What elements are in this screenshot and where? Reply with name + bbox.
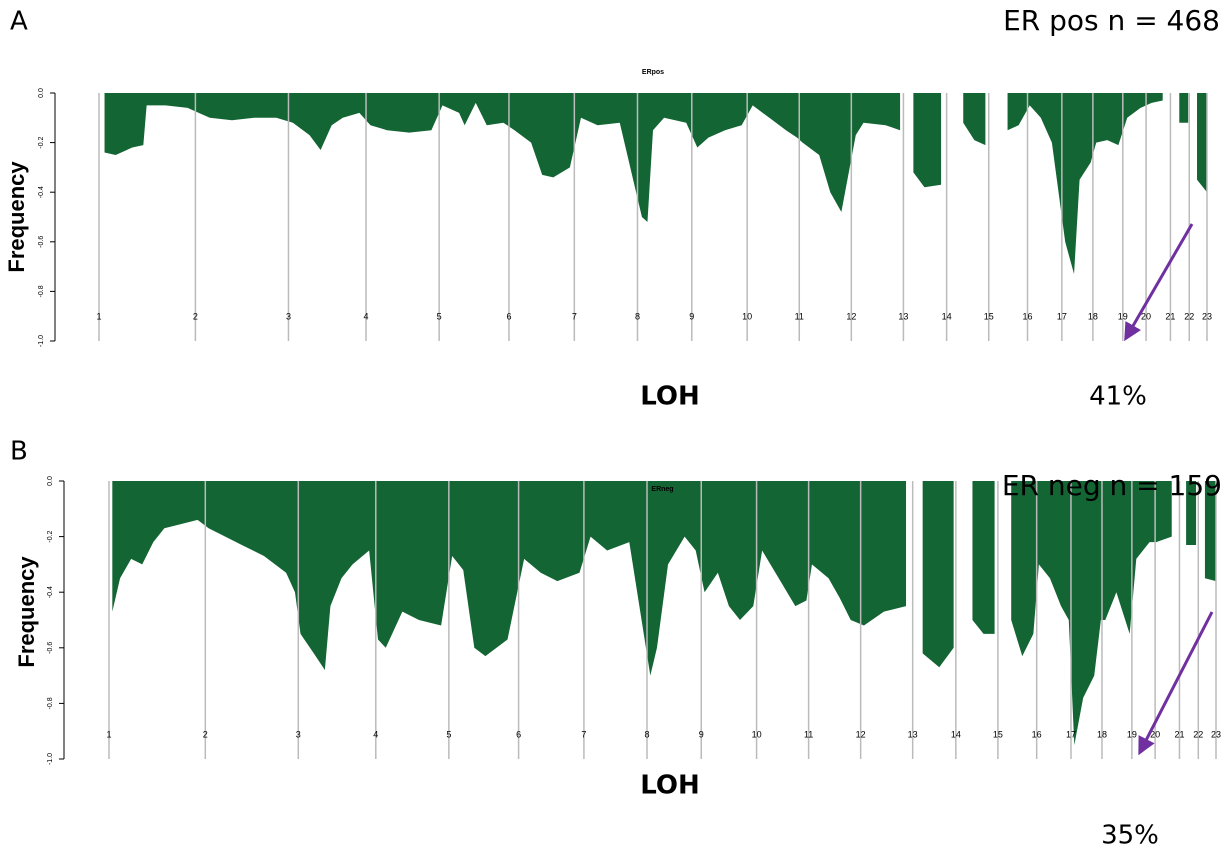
x-tick-label: 15 — [993, 729, 1003, 739]
panel-label: B — [10, 437, 28, 467]
x-axis-label: LOH — [640, 382, 700, 412]
annotation: ER pos n = 468 — [1003, 4, 1220, 37]
x-tick-label: 7 — [572, 311, 577, 321]
y-tick-label: -0.8 — [47, 697, 54, 709]
x-tick-label: 3 — [296, 729, 301, 739]
y-tick-label: 0.0 — [47, 476, 54, 486]
area — [112, 481, 1216, 746]
x-tick-label: 8 — [644, 729, 649, 739]
y-axis-label: Frequency — [14, 556, 39, 668]
x-tick-label: 19 — [1127, 729, 1137, 739]
y-tick-label: 0.0 — [38, 88, 45, 98]
x-tick-label: 8 — [635, 311, 640, 321]
y-tick-label: -0.6 — [38, 236, 45, 248]
y-tick-label: -0.4 — [47, 586, 54, 598]
x-tick-label: 16 — [1032, 729, 1042, 739]
x-tick-label: 23 — [1202, 311, 1212, 321]
y-axis-label: Frequency — [4, 161, 29, 273]
x-tick-label: 18 — [1088, 311, 1098, 321]
arrow — [1124, 223, 1194, 342]
x-tick-label: 2 — [203, 729, 208, 739]
x-tick-label: 12 — [846, 311, 856, 321]
x-tick-label: 12 — [856, 729, 866, 739]
x-tick-label: 21 — [1165, 311, 1175, 321]
x-tick-label: 7 — [581, 729, 586, 739]
x-tick-label: 18 — [1097, 729, 1107, 739]
x-tick-label: 13 — [898, 311, 908, 321]
x-tick-label: 19 — [1118, 311, 1128, 321]
x-tick-label: 1 — [96, 311, 101, 321]
x-tick-label: 10 — [752, 729, 762, 739]
y-tick-label: -0.4 — [38, 186, 45, 198]
x-tick-label: 9 — [699, 729, 704, 739]
y-tick-label: -1.0 — [47, 753, 54, 765]
x-tick-label: 10 — [742, 311, 752, 321]
y-tick-label: -1.0 — [38, 335, 45, 347]
x-tick-label: 22 — [1184, 311, 1194, 321]
x-tick-label: 5 — [446, 729, 451, 739]
x-tick-label: 17 — [1066, 729, 1076, 739]
y-tick-label: -0.6 — [47, 642, 54, 654]
x-tick-label: 13 — [908, 729, 918, 739]
x-tick-label: 14 — [951, 729, 961, 739]
y-tick-label: -0.2 — [38, 136, 45, 148]
x-tick-label: 22 — [1193, 729, 1203, 739]
x-tick-label: 23 — [1211, 729, 1221, 739]
x-tick-label: 5 — [437, 311, 442, 321]
x-tick-label: 15 — [984, 311, 994, 321]
x-tick-label: 1 — [106, 729, 111, 739]
percent-label: 41% — [1089, 382, 1147, 412]
x-tick-label: 20 — [1150, 729, 1160, 739]
panel-label: A — [10, 7, 28, 37]
x-tick-label: 4 — [364, 311, 369, 321]
x-tick-label: 6 — [506, 311, 511, 321]
plot-title: ERpos — [642, 69, 664, 76]
x-axis-label: LOH — [640, 771, 700, 801]
x-tick-label: 11 — [804, 729, 813, 739]
plot-title: ERneg — [651, 486, 673, 493]
x-tick-label: 6 — [516, 729, 521, 739]
y-tick-label: -0.8 — [38, 285, 45, 297]
x-tick-label: 4 — [373, 729, 378, 739]
x-tick-label: 9 — [689, 311, 694, 321]
percent-label: 35% — [1101, 821, 1159, 848]
x-tick-label: 2 — [193, 311, 198, 321]
x-tick-label: 3 — [286, 311, 291, 321]
x-tick-label: 20 — [1141, 311, 1151, 321]
x-tick-label: 11 — [795, 311, 804, 321]
arrow — [1138, 611, 1214, 756]
y-tick-label: -0.2 — [47, 530, 54, 542]
annotation: ER neg n = 159 — [1002, 469, 1222, 502]
x-tick-label: 17 — [1057, 311, 1067, 321]
area — [104, 93, 1207, 275]
x-tick-label: 14 — [942, 311, 952, 321]
x-tick-label: 16 — [1022, 311, 1032, 321]
x-tick-label: 21 — [1174, 729, 1184, 739]
